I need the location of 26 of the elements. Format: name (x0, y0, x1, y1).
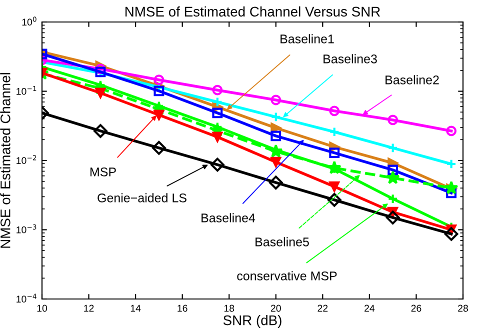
annotation: Baseline1 (280, 34, 334, 44)
y-tick-label: 10$^{−2}$ (16, 155, 36, 164)
x-tick-label: 24 (364, 304, 375, 312)
x-tick-label: 10 (37, 304, 48, 312)
y-tick-label: 10$^{−3}$ (16, 224, 36, 234)
y-tick-label: 10$^{0}$ (22, 16, 36, 26)
x-axis-title: SNR (dB) (223, 315, 282, 328)
x-tick-label: 18 (224, 304, 234, 312)
x-tick-label: 14 (130, 304, 141, 312)
x-tick-label: 22 (318, 304, 328, 312)
x-tick-label: 28 (458, 304, 468, 312)
annotation: Baseline2 (386, 75, 439, 84)
x-tick-label: 16 (178, 304, 188, 312)
annotation: Genie−aided LS (98, 193, 186, 202)
y-tick-label: 10$^{−1}$ (16, 86, 36, 95)
chart-title: NMSE of Estimated Channel Versus SNR (126, 6, 380, 17)
annotation: MSP (90, 168, 116, 176)
annotation: Baseline4 (202, 213, 256, 222)
y-tick-label: 10$^{−4}$ (16, 294, 36, 303)
annotation: Baseline3 (324, 54, 377, 64)
x-tick-label: 26 (411, 304, 422, 312)
y-axis-title: NMSE of Estimated Channel (0, 73, 10, 248)
annotation: conservative MSP (237, 271, 337, 280)
x-tick-label: 12 (84, 304, 94, 312)
x-tick-label: 20 (270, 304, 281, 312)
annotation: Baseline5 (256, 237, 309, 246)
